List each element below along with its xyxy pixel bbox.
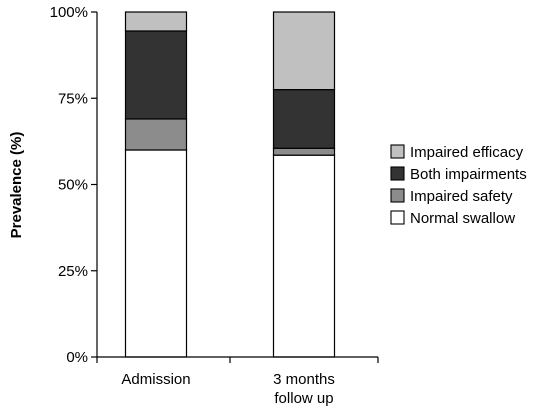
y-tick-label: 100%: [50, 4, 88, 21]
y-axis-title: Prevalence (%): [8, 132, 25, 239]
bars-layer: [124, 11, 336, 358]
bar-segment-normal-swallow-1: [272, 154, 336, 358]
x-category-label: 3 months follow up: [273, 371, 335, 407]
y-ticks: 0% 25% 50% 75% 100%: [50, 4, 97, 366]
legend-swatch: [390, 144, 405, 159]
bar-segment-impaired-safety-0: [124, 118, 188, 151]
x-tick-labels: Admission 3 months follow up: [121, 371, 334, 407]
bar-segment-normal-swallow-0: [124, 149, 188, 358]
bar-segment-impaired-efficacy-0: [124, 11, 188, 32]
legend-label: Impaired efficacy: [410, 144, 524, 161]
bar-segment-both-impairments-1: [272, 89, 336, 149]
legend-swatch: [390, 188, 405, 203]
legend-swatch: [390, 210, 405, 225]
y-tick-label: 50%: [58, 177, 88, 194]
bar-segment-both-impairments-0: [124, 30, 188, 120]
y-tick-label: 0%: [66, 349, 88, 366]
legend-label: Impaired safety: [410, 188, 513, 205]
bar-segment-impaired-efficacy-1: [272, 11, 336, 91]
bar-segment-impaired-safety-1: [272, 147, 336, 156]
y-tick-label: 75%: [58, 90, 88, 107]
legend: Impaired efficacy Both impairments Impaire…: [390, 144, 527, 227]
legend-swatch: [390, 166, 405, 181]
legend-label: Normal swallow: [410, 210, 515, 227]
x-category-label: Admission: [121, 371, 190, 388]
y-tick-label: 25%: [58, 263, 88, 280]
legend-label: Both impairments: [410, 166, 527, 183]
